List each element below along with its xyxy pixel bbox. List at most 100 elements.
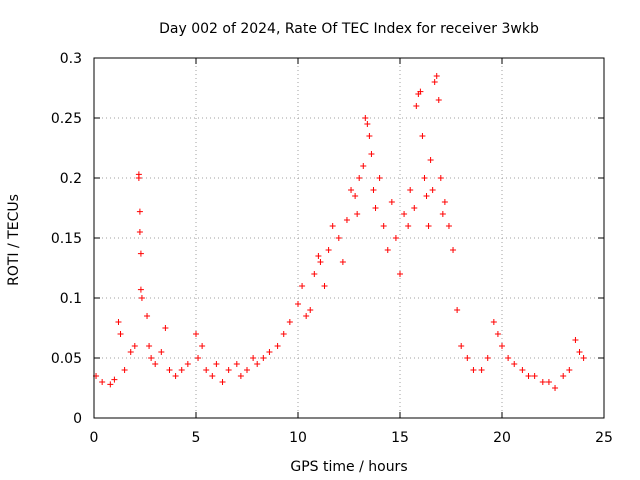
data-point [299,283,306,289]
data-point [384,247,391,253]
data-point [311,271,318,277]
data-point [433,73,440,79]
data-point [146,343,153,349]
data-point [303,313,310,319]
data-point [411,205,418,211]
data-point [209,373,216,379]
data-point [445,223,452,229]
data-point [423,193,430,199]
data-point [366,133,373,139]
plot-frame [93,57,605,419]
y-tick-label: 0.15 [51,231,82,247]
data-point [437,175,444,181]
y-tick-label: 0.3 [60,51,82,67]
data-point [250,355,257,361]
data-point [494,331,501,337]
data-point [144,313,151,319]
data-point [274,343,281,349]
data-point [352,193,359,199]
data-point [425,223,432,229]
data-point [364,121,371,127]
data-point [138,295,145,301]
data-point [419,133,426,139]
data-point [184,361,191,367]
data-point [392,235,399,241]
data-point [158,349,165,355]
data-point [307,307,314,313]
data-point [219,379,226,385]
data-point [519,367,526,373]
data-point [435,97,442,103]
data-point [237,373,244,379]
data-point [417,88,424,95]
data-point [552,385,559,391]
data-point [260,355,267,361]
y-tick-label: 0.05 [51,351,82,367]
data-point [162,325,169,331]
data-point [203,367,210,373]
data-point [339,259,346,265]
data-point [376,175,383,181]
data-point [362,115,369,121]
data-point [137,286,144,293]
data-point [407,187,414,193]
data-point [525,373,532,379]
x-tick-label: 25 [595,430,613,446]
data-point [286,319,293,325]
data-point [545,379,552,385]
data-point [421,175,428,181]
data-point [321,283,328,289]
data-point [244,367,250,373]
data-point [441,199,448,205]
x-tick-label: 10 [289,430,307,446]
data-point [405,223,412,229]
data-point [560,373,567,379]
y-axis-label: ROTI / TECUs [6,194,22,286]
y-tick-label: 0.25 [51,111,82,127]
x-tick-label: 0 [90,430,99,446]
data-point [372,205,379,211]
data-point [370,187,377,193]
data-point [266,349,273,355]
data-point [478,367,485,373]
data-point [380,223,387,229]
data-point [148,355,155,361]
data-point [348,187,355,193]
data-point [193,331,199,337]
data-point [135,171,142,178]
chart-title: Day 002 of 2024, Rate Of TEC Index for r… [159,21,539,37]
data-point [166,367,173,373]
x-tick-label: 20 [493,430,511,446]
data-point [295,301,301,307]
data-point [450,247,457,253]
data-point [152,361,159,367]
data-point [107,381,114,388]
data-point [429,187,436,193]
x-tick-label: 5 [192,430,201,446]
data-point [280,331,287,337]
data-point [172,373,179,379]
data-point [178,367,185,373]
data-point [572,337,579,343]
data-point [401,211,408,217]
data-point [329,223,336,229]
data-point [354,211,361,217]
data-point [356,175,363,181]
data-point [195,355,202,361]
data-point [454,307,461,313]
tick-labels: 0 5 10 15 20 25 0 0.05 0.1 0.15 0.2 0.25 0.3 [51,51,613,446]
data-point [136,229,143,235]
data-point [117,331,124,337]
data-point [335,235,342,241]
data-point [439,211,446,217]
y-tick-label: 0.1 [60,291,82,307]
data-point [325,247,332,253]
y-tick-label: 0.2 [60,171,82,187]
data-point [576,349,583,355]
data-point [427,157,434,163]
data-point [484,355,491,361]
data-point [505,355,512,361]
data-point [458,343,465,349]
data-point [360,163,367,169]
